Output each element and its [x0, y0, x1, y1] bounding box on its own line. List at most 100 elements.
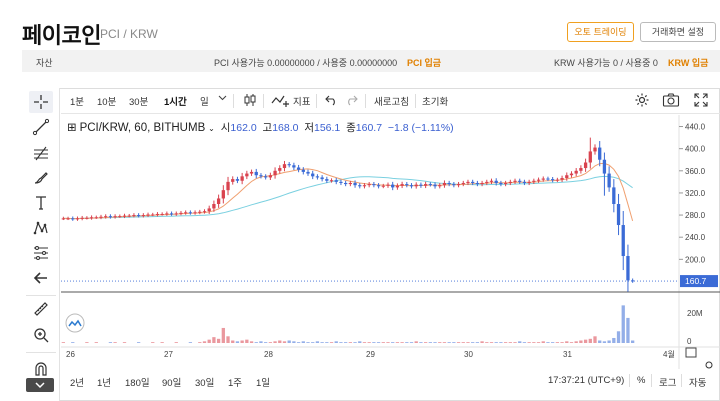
volume-bar: [518, 341, 522, 343]
candle-body: [212, 204, 216, 209]
percent-toggle[interactable]: %: [637, 375, 646, 386]
chart-toolbar: 1분 10분 30분 1시간 일 지표 새로고침 초기화: [61, 88, 720, 114]
back-arrow-icon[interactable]: [29, 267, 53, 289]
candle-body: [518, 180, 522, 182]
legend-open-label: 시: [220, 122, 231, 134]
krw-in-use-label: / 사용중: [620, 58, 651, 68]
redo-icon[interactable]: [345, 93, 358, 109]
screen-settings-button[interactable]: 거래화면 설정: [640, 22, 716, 42]
krw-deposit-link[interactable]: KRW 입금: [668, 58, 709, 68]
auto-trading-button[interactable]: 오토 트레이딩: [567, 22, 634, 42]
candle-body: [471, 181, 475, 183]
volume-bar: [480, 341, 484, 343]
calendar-icon: [685, 347, 697, 358]
interval-10m[interactable]: 10분: [97, 97, 117, 108]
candle-body: [292, 165, 296, 168]
volume-bar: [532, 342, 536, 343]
legend-high: 168.0: [272, 122, 299, 134]
price-chart[interactable]: 440.0 400.0 360.0 320.0 280.0 240.0 200.0 20M 0 2…: [61, 115, 720, 369]
volume-bar: [555, 342, 560, 343]
candle-body: [475, 182, 480, 185]
volume-bar: [419, 342, 423, 343]
candle-body: [353, 182, 357, 186]
ruler-icon[interactable]: [29, 298, 53, 320]
legend-dropdown-icon[interactable]: ⌄: [208, 124, 215, 133]
volume-bar: [282, 341, 287, 343]
volume-tick-label: 0: [687, 337, 692, 346]
prediction-icon[interactable]: [29, 242, 53, 264]
fib-icon[interactable]: [29, 142, 53, 164]
range-90d[interactable]: 90일: [162, 378, 182, 389]
candle-body: [66, 218, 70, 220]
candle-body: [461, 182, 465, 185]
legend-close: 160.7: [355, 122, 383, 134]
volume-bar: [579, 340, 583, 343]
x-tick-label: 26: [66, 350, 75, 359]
range-1w[interactable]: 1주: [228, 378, 243, 389]
range-180d[interactable]: 180일: [125, 378, 150, 389]
pattern-icon[interactable]: [29, 217, 53, 239]
pci-in-use-label: / 사용중: [317, 58, 348, 68]
interval-1h[interactable]: 1시간: [164, 97, 187, 108]
fullscreen-icon[interactable]: [693, 92, 709, 111]
interval-30m[interactable]: 30분: [129, 97, 149, 108]
candle-type-icon[interactable]: [242, 92, 258, 111]
candle-body: [118, 216, 122, 218]
krw-available-label: KRW 사용가능: [554, 58, 611, 68]
volume-bar: [94, 342, 98, 343]
brush-icon[interactable]: [29, 167, 53, 189]
indicators-button[interactable]: 지표: [293, 97, 311, 108]
volume-bar: [574, 341, 578, 343]
undo-icon[interactable]: [325, 93, 338, 109]
gear-icon[interactable]: [634, 92, 650, 111]
y-tick-label: 440.0: [685, 123, 706, 132]
candle-body: [588, 151, 592, 163]
candle-body: [631, 280, 635, 282]
legend-symbol[interactable]: PCI/KRW, 60, BITHUMB: [79, 122, 206, 134]
volume-bar: [207, 339, 211, 343]
volume-bar: [536, 342, 541, 343]
trend-line-icon[interactable]: [29, 116, 53, 138]
volume-bar: [160, 342, 164, 343]
magnet-icon[interactable]: [29, 358, 53, 380]
crosshair-icon[interactable]: [29, 91, 53, 113]
auto-toggle[interactable]: 자동: [689, 378, 707, 389]
volume-bar: [136, 342, 141, 343]
candle-body: [320, 177, 324, 180]
range-1d[interactable]: 1일: [256, 378, 271, 389]
moving-average-fast: [63, 162, 634, 222]
range-30d[interactable]: 30일: [195, 378, 215, 389]
interval-day[interactable]: 일: [200, 97, 209, 108]
scroll-down-button[interactable]: [26, 378, 54, 392]
candle-body: [160, 213, 164, 215]
text-icon[interactable]: [29, 192, 53, 214]
range-2y[interactable]: 2년: [70, 378, 85, 389]
candle-body: [122, 215, 127, 217]
interval-dropdown-icon[interactable]: [218, 93, 227, 105]
candle-body: [494, 180, 498, 183]
volume-bar: [447, 342, 451, 343]
zoom-in-icon[interactable]: [29, 324, 53, 346]
candle-body: [127, 215, 131, 217]
candle-body: [602, 159, 607, 174]
log-toggle[interactable]: 로그: [659, 378, 677, 389]
volume-bar: [569, 342, 574, 343]
pci-deposit-link[interactable]: PCI 입금: [407, 58, 442, 68]
expand-legend-icon[interactable]: ⊞: [67, 122, 77, 134]
candle-body: [381, 185, 385, 187]
candle-body: [565, 175, 569, 178]
candle-body: [372, 184, 376, 186]
reset-button[interactable]: 초기화: [422, 97, 449, 108]
volume-bar: [71, 342, 75, 343]
volume-bar: [254, 342, 258, 343]
camera-icon[interactable]: [662, 92, 680, 111]
clock-time[interactable]: 17:37:21 (UTC+9): [548, 375, 625, 386]
refresh-button[interactable]: 새로고침: [374, 97, 409, 108]
candle-body: [165, 213, 169, 215]
indicators-icon[interactable]: [271, 92, 291, 111]
interval-1m[interactable]: 1분: [70, 97, 85, 108]
range-1y[interactable]: 1년: [97, 378, 112, 389]
candle-body: [551, 179, 555, 181]
toolbar-divider: [233, 94, 234, 108]
volume-bar: [560, 342, 564, 343]
